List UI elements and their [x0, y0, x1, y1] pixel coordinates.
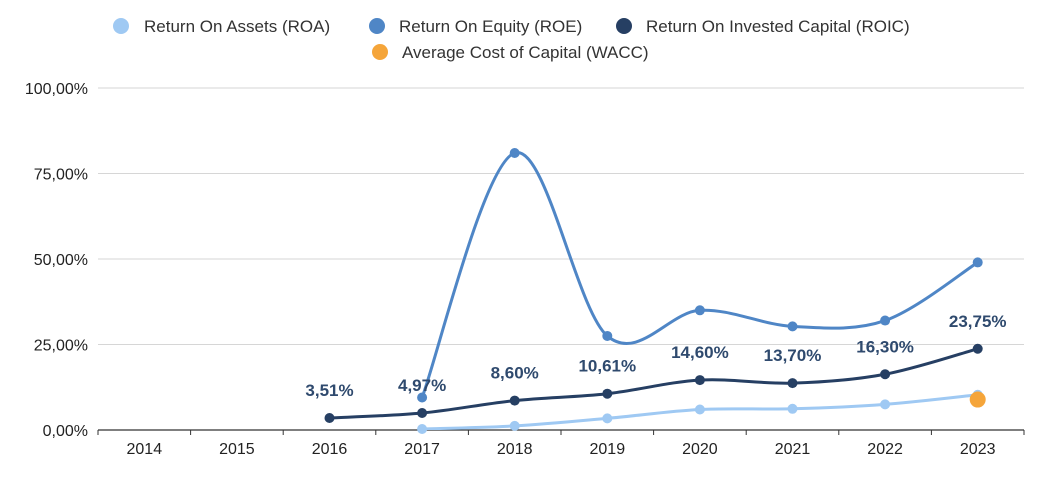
y-tick-label: 25,00%	[34, 338, 88, 355]
legend-marker-roe	[369, 18, 385, 34]
y-tick-label: 75,00%	[34, 167, 88, 184]
legend-label-wacc: Average Cost of Capital (WACC)	[402, 43, 649, 62]
data-point-roic[interactable]	[417, 408, 428, 419]
x-tick-label: 2020	[682, 441, 718, 458]
x-tick-label: 2019	[590, 441, 626, 458]
data-point-roe[interactable]	[787, 321, 798, 332]
data-labels: 3,51% 4,97% 8,60% 10,61% 14,60% 13,70% 16,30% 2…	[305, 312, 1006, 400]
series-line-roe	[420, 151, 979, 399]
x-tick-label: 2016	[312, 441, 348, 458]
data-label-roic: 8,60%	[491, 364, 539, 383]
y-tick-label: 50,00%	[34, 252, 88, 269]
legend-item-roa[interactable]: Return On Assets (ROA)	[113, 17, 330, 36]
data-point-roa[interactable]	[602, 413, 613, 424]
y-axis: 0,00% 25,00% 50,00% 75,00% 100,00%	[25, 81, 88, 440]
data-point-roa[interactable]	[880, 399, 891, 410]
legend-label-roe: Return On Equity (ROE)	[399, 17, 582, 36]
legend-marker-roic	[616, 18, 632, 34]
data-label-roic: 13,70%	[764, 346, 822, 365]
x-tick-label: 2021	[775, 441, 811, 458]
y-tick-label: 0,00%	[43, 423, 88, 440]
data-label-roic: 4,97%	[398, 376, 446, 395]
legend-item-roic[interactable]: Return On Invested Capital (ROIC)	[616, 17, 910, 36]
data-point-roic[interactable]	[694, 375, 705, 386]
data-label-roic: 14,60%	[671, 343, 729, 362]
data-point-roa[interactable]	[417, 423, 428, 434]
legend-marker-wacc	[372, 44, 388, 60]
data-point-roe[interactable]	[602, 330, 613, 341]
data-point-roic[interactable]	[880, 369, 891, 380]
x-axis: 2014 2015 2016 2017 2018 2019 2020 2021 2022 2023	[97, 430, 1025, 458]
data-point-roe[interactable]	[417, 392, 428, 403]
x-tick-label: 2014	[127, 441, 163, 458]
data-point-wacc[interactable]	[969, 391, 986, 408]
x-tick-label: 2022	[867, 441, 903, 458]
data-point-roe[interactable]	[972, 257, 983, 268]
legend-item-wacc[interactable]: Average Cost of Capital (WACC)	[372, 43, 649, 62]
series-points	[324, 147, 986, 434]
data-label-roic: 16,30%	[856, 337, 914, 356]
data-point-roe[interactable]	[880, 315, 891, 326]
data-label-roic: 3,51%	[305, 381, 353, 400]
x-tick-label: 2023	[960, 441, 996, 458]
data-point-roa[interactable]	[787, 403, 798, 414]
legend-item-roe[interactable]: Return On Equity (ROE)	[369, 17, 582, 36]
data-label-roic: 10,61%	[578, 357, 636, 376]
legend: Return On Assets (ROA) Return On Equity …	[113, 17, 910, 62]
data-point-roic[interactable]	[324, 412, 335, 423]
data-point-roe[interactable]	[694, 305, 705, 316]
x-tick-label: 2015	[219, 441, 255, 458]
x-tick-label: 2017	[404, 441, 440, 458]
legend-marker-roa	[113, 18, 129, 34]
legend-label-roic: Return On Invested Capital (ROIC)	[646, 17, 910, 36]
data-point-roa[interactable]	[509, 420, 520, 431]
x-tick-label: 2018	[497, 441, 533, 458]
data-point-roe[interactable]	[509, 147, 520, 158]
data-point-roic[interactable]	[509, 395, 520, 406]
data-point-roa[interactable]	[694, 404, 705, 415]
legend-label-roa: Return On Assets (ROA)	[144, 17, 330, 36]
data-point-roic[interactable]	[972, 343, 983, 354]
data-label-roic: 23,75%	[949, 312, 1007, 331]
series-line-roic	[329, 347, 979, 420]
data-point-roic[interactable]	[602, 388, 613, 399]
y-tick-label: 100,00%	[25, 81, 88, 98]
data-point-roic[interactable]	[787, 378, 798, 389]
